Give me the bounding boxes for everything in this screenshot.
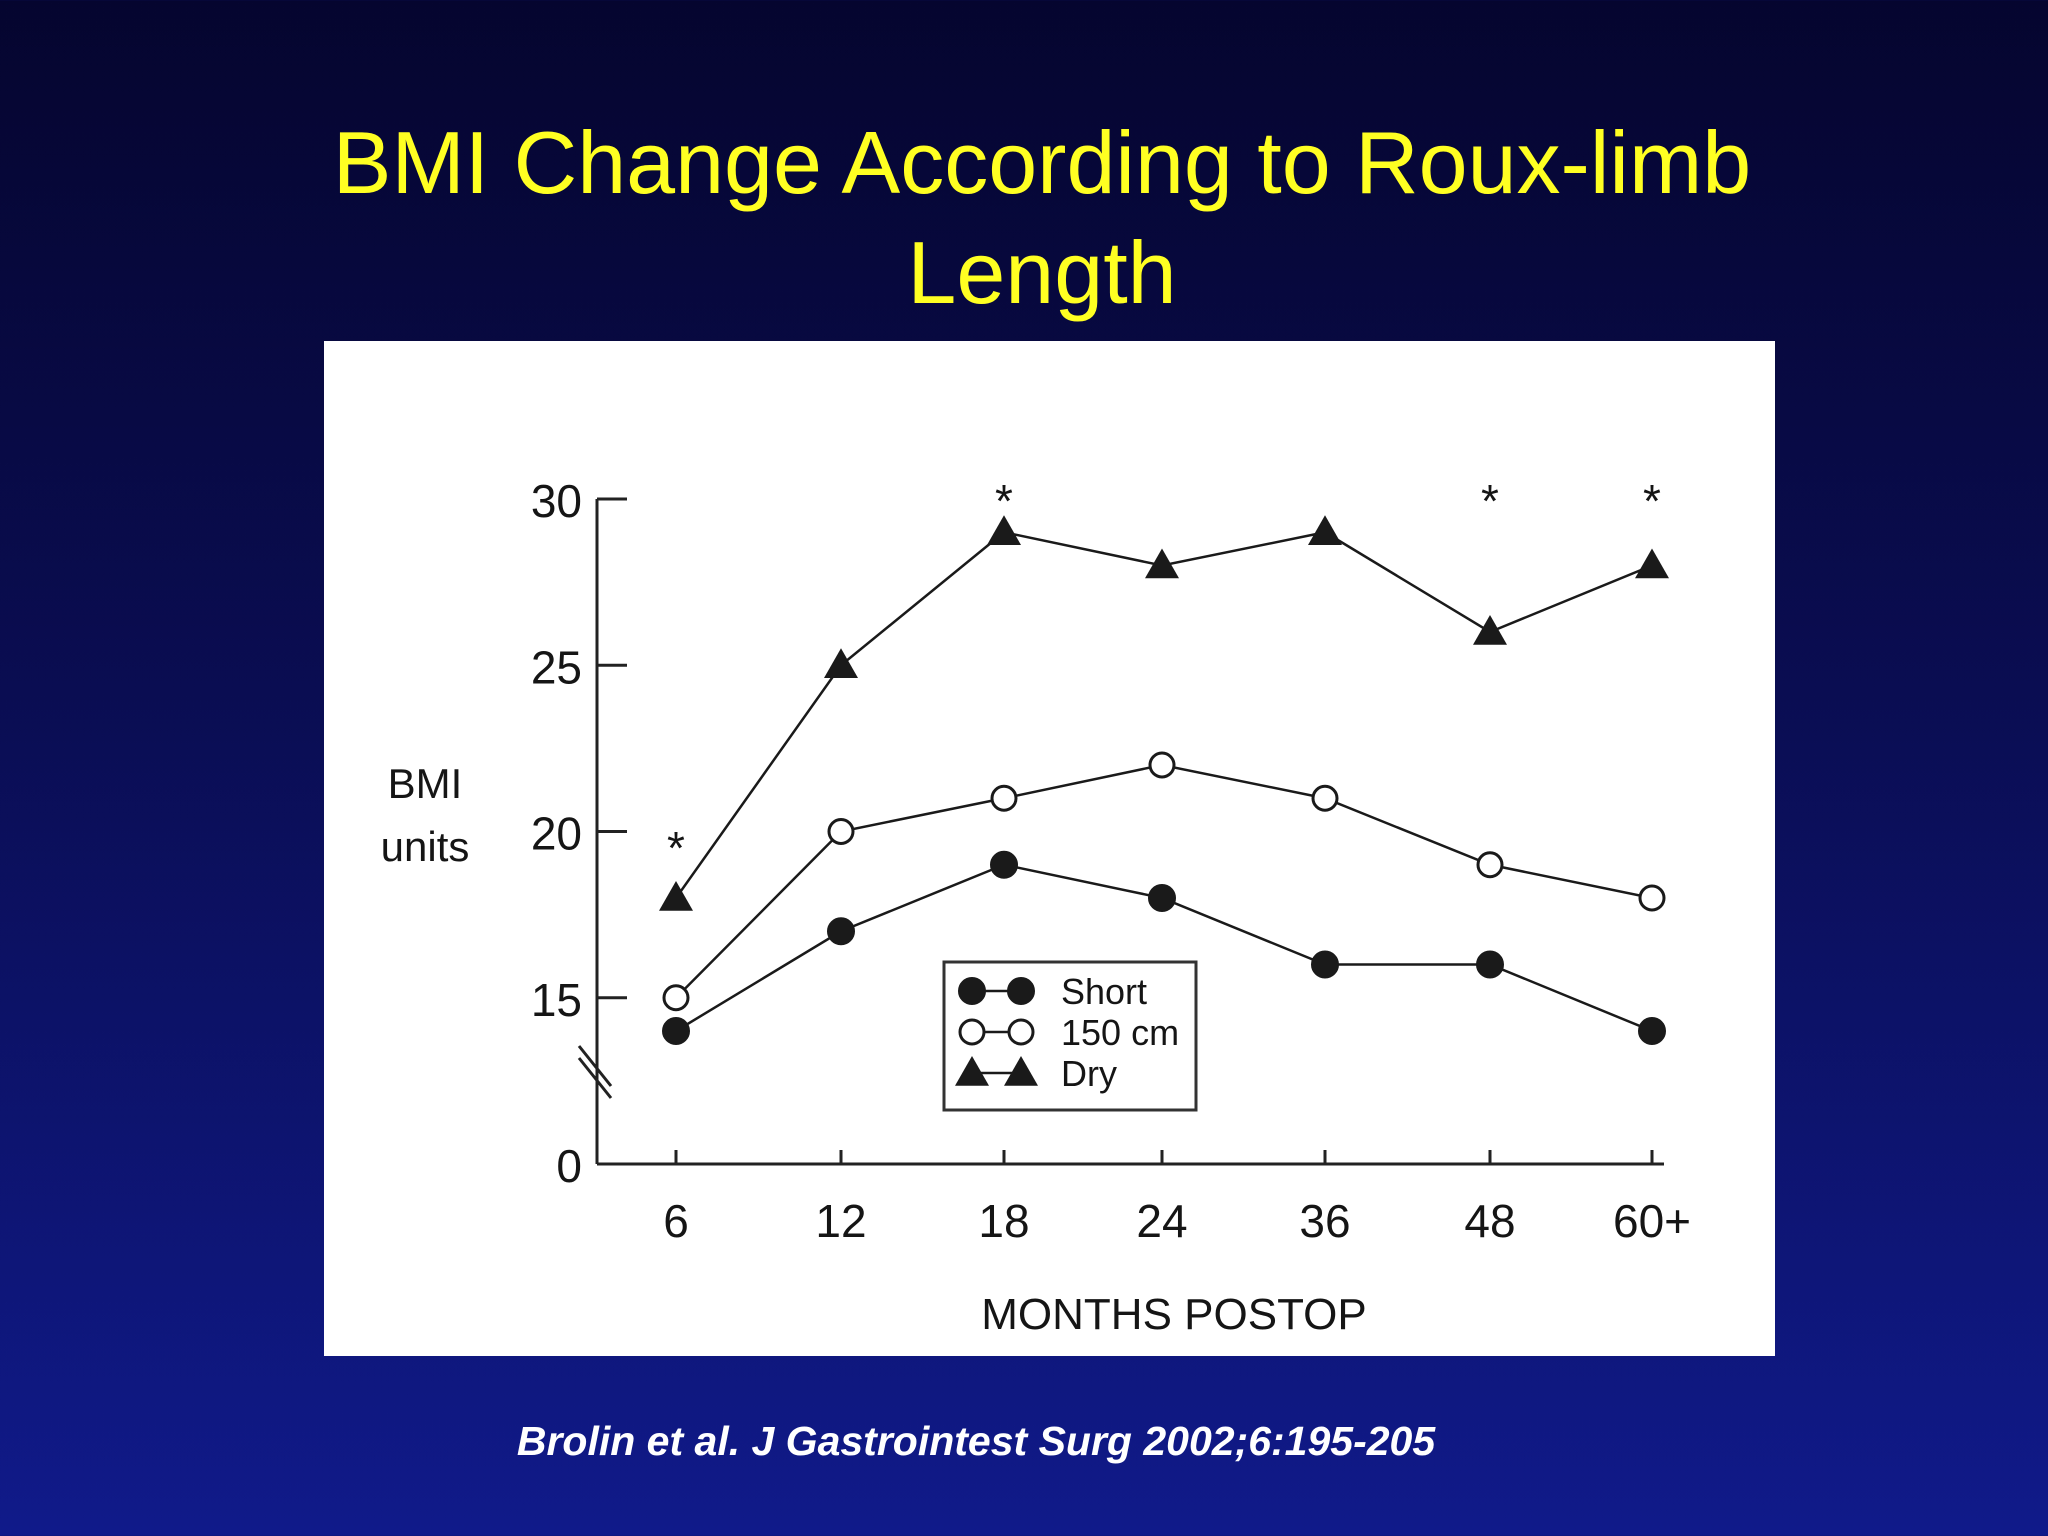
data-point-150-cm <box>990 784 1018 812</box>
data-point-dry <box>1473 615 1507 645</box>
y-axis-ticks: 0 15 20 25 30 <box>531 475 627 1192</box>
data-point-short <box>827 917 855 946</box>
y-axis-label-line-2: units <box>381 823 470 870</box>
data-point-short <box>1476 950 1504 979</box>
data-point-short <box>990 850 1018 879</box>
y-axis-label-line-1: BMI <box>388 760 463 807</box>
y-tick-label: 15 <box>531 974 582 1026</box>
chart-panel: 0 15 20 25 30 6 12 18 24 36 48 60+ BMI units MONTH… <box>324 341 1775 1356</box>
data-point-150-cm <box>827 818 855 845</box>
data-point-short <box>662 1017 690 1045</box>
y-tick-label: 20 <box>531 808 582 860</box>
x-axis-ticks: 6 12 18 24 36 48 60+ <box>663 1150 1691 1247</box>
series-short <box>662 850 1666 1045</box>
legend-label: Dry <box>1061 1053 1117 1094</box>
slide-title-line-2: Length <box>907 223 1177 322</box>
x-tick-label: 24 <box>1136 1195 1187 1247</box>
legend-marker <box>955 1056 989 1086</box>
data-point-150-cm <box>1638 884 1666 912</box>
legend-label: Short <box>1061 971 1147 1012</box>
y-tick-label: 0 <box>556 1140 582 1192</box>
series-dry <box>659 515 1669 911</box>
legend-item: Short <box>958 971 1147 1012</box>
data-point-dry <box>1635 548 1669 579</box>
x-tick-label: 12 <box>815 1195 866 1247</box>
legend-marker <box>958 1018 986 1046</box>
data-point-dry <box>659 881 693 911</box>
x-axis-label: MONTHS POSTOP <box>981 1290 1366 1339</box>
axis-break-mark <box>577 1045 613 1099</box>
legend-label: 150 cm <box>1061 1012 1179 1053</box>
x-tick-label: 48 <box>1464 1195 1515 1247</box>
data-point-150-cm <box>662 984 690 1012</box>
significance-star: * <box>667 822 685 874</box>
significance-star: * <box>995 475 1013 527</box>
x-tick-label: 18 <box>978 1195 1029 1247</box>
y-tick-label: 25 <box>531 641 582 693</box>
x-tick-label: 6 <box>663 1195 689 1247</box>
significance-star: * <box>1643 475 1661 527</box>
series-layer <box>659 515 1669 1045</box>
significance-star: * <box>1481 475 1499 527</box>
slide-title: BMI Change According to Roux-limb Length <box>0 108 2048 328</box>
legend-item: Dry <box>955 1053 1117 1094</box>
data-point-dry <box>824 648 858 678</box>
data-point-short <box>1148 884 1176 912</box>
legend-marker <box>1004 1056 1038 1086</box>
data-point-dry <box>1308 515 1342 545</box>
y-tick-label: 30 <box>531 475 582 527</box>
data-point-150-cm <box>1476 851 1504 879</box>
citation: Brolin et al. J Gastrointest Surg 2002;6… <box>516 1418 1436 1464</box>
series-150-cm <box>662 751 1666 1012</box>
significance-layer: * * * * <box>667 475 1661 874</box>
series-line-dry <box>674 530 1653 899</box>
data-point-dry <box>1145 548 1179 579</box>
slide-title-line-1: BMI Change According to Roux-limb <box>332 113 1752 212</box>
x-tick-label: 60+ <box>1613 1195 1691 1247</box>
legend-marker <box>958 977 986 1005</box>
data-point-short <box>1638 1017 1666 1045</box>
data-point-dry <box>987 515 1021 545</box>
x-tick-label: 36 <box>1299 1195 1350 1247</box>
legend-marker <box>1007 1018 1035 1046</box>
legend-marker <box>1007 977 1035 1005</box>
data-point-150-cm <box>1148 751 1176 779</box>
data-point-150-cm <box>1311 784 1339 812</box>
legend-item: 150 cm <box>958 1012 1179 1053</box>
bmi-line-chart: 0 15 20 25 30 6 12 18 24 36 48 60+ BMI units MONTH… <box>381 475 1691 1339</box>
data-point-short <box>1311 950 1339 979</box>
